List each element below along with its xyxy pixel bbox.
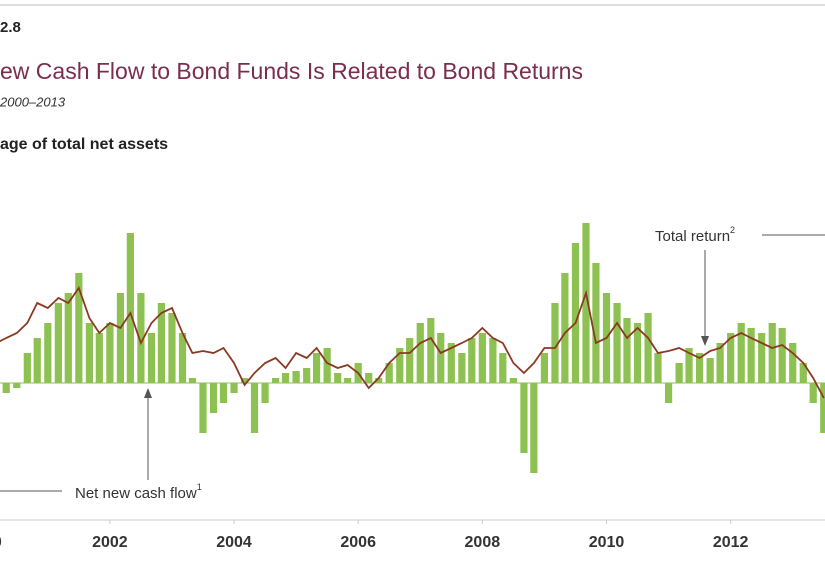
x-tick-label: 2008	[465, 534, 501, 551]
annotation-text: Total return2	[655, 225, 735, 245]
bar	[716, 343, 724, 383]
annotation-total-return: Total return2	[655, 225, 825, 346]
bar	[654, 353, 662, 383]
bar	[13, 383, 21, 388]
arrow-head	[701, 336, 709, 346]
bar	[799, 363, 807, 383]
bar	[727, 333, 735, 383]
bar	[509, 378, 517, 383]
bar	[623, 318, 631, 383]
bar	[199, 383, 207, 433]
bar	[116, 293, 125, 383]
bar	[147, 333, 156, 383]
bar	[75, 273, 83, 383]
bar	[540, 353, 549, 383]
bar	[406, 338, 414, 383]
bar	[416, 323, 424, 383]
bar	[809, 383, 817, 403]
bar	[188, 378, 197, 383]
bar	[571, 243, 580, 383]
annotation-text: Net new cash flow1	[75, 482, 202, 502]
bar	[499, 353, 507, 383]
line	[0, 286, 825, 399]
bar	[323, 348, 331, 383]
bar	[365, 373, 373, 383]
bar	[157, 303, 165, 383]
bar	[758, 333, 766, 383]
x-tick-label: 2002	[92, 534, 128, 551]
bar	[685, 348, 693, 383]
bar	[447, 343, 455, 383]
bar	[789, 343, 797, 383]
bar	[33, 338, 41, 383]
figure-label: 2.8	[0, 19, 21, 36]
chart-title: ew Cash Flow to Bond Funds Is Related to…	[0, 58, 583, 84]
x-tick-label: 0	[0, 534, 2, 551]
bar	[44, 323, 52, 383]
bar	[85, 323, 93, 383]
bar	[344, 378, 352, 383]
bar	[696, 353, 704, 383]
bar	[178, 333, 187, 383]
bar	[375, 378, 383, 383]
bar	[747, 328, 755, 383]
bar	[219, 383, 228, 403]
bar	[820, 383, 825, 433]
bar	[126, 233, 134, 383]
bar	[551, 303, 559, 383]
bar	[644, 313, 652, 383]
bar	[64, 293, 72, 383]
bar	[768, 323, 776, 383]
bar	[582, 223, 590, 383]
bar	[334, 373, 342, 383]
plot	[0, 223, 825, 473]
bar	[303, 368, 311, 383]
bar	[106, 323, 114, 383]
bar	[281, 373, 290, 383]
bar	[209, 383, 218, 413]
bar	[530, 383, 538, 473]
bar	[168, 313, 176, 383]
bar	[2, 383, 10, 393]
bar	[312, 353, 321, 383]
bar	[230, 383, 238, 393]
axis-label: age of total net assets	[0, 136, 168, 153]
x-tick-label: 2006	[340, 534, 376, 551]
bar	[23, 353, 31, 383]
bar	[468, 338, 476, 383]
bar	[778, 328, 786, 383]
bar	[520, 383, 528, 453]
bar	[272, 378, 280, 383]
x-tick-label: 2010	[589, 534, 625, 551]
bar	[478, 333, 486, 383]
bar	[250, 383, 259, 433]
bar	[261, 383, 269, 403]
bar	[633, 323, 642, 383]
bar	[561, 273, 569, 383]
bar	[95, 333, 103, 383]
bar	[737, 323, 745, 383]
annotation-net-cash-flow: Net new cash flow1	[0, 388, 202, 502]
bar	[385, 363, 393, 383]
x-tick-label: 2012	[713, 534, 749, 551]
bar	[427, 318, 435, 383]
bar	[240, 378, 249, 383]
bar	[613, 303, 621, 383]
arrow-head	[144, 388, 152, 398]
bar	[664, 383, 673, 403]
bar	[292, 371, 300, 383]
bar	[437, 333, 445, 383]
bar	[489, 338, 497, 383]
bar	[137, 293, 145, 383]
bar	[675, 363, 683, 383]
subtitle: 2000–2013	[0, 94, 66, 109]
bar	[54, 303, 62, 383]
bar	[706, 358, 714, 383]
bar	[458, 353, 466, 383]
bar	[592, 263, 600, 383]
bar	[396, 348, 404, 383]
x-tick-label: 2004	[216, 534, 252, 551]
